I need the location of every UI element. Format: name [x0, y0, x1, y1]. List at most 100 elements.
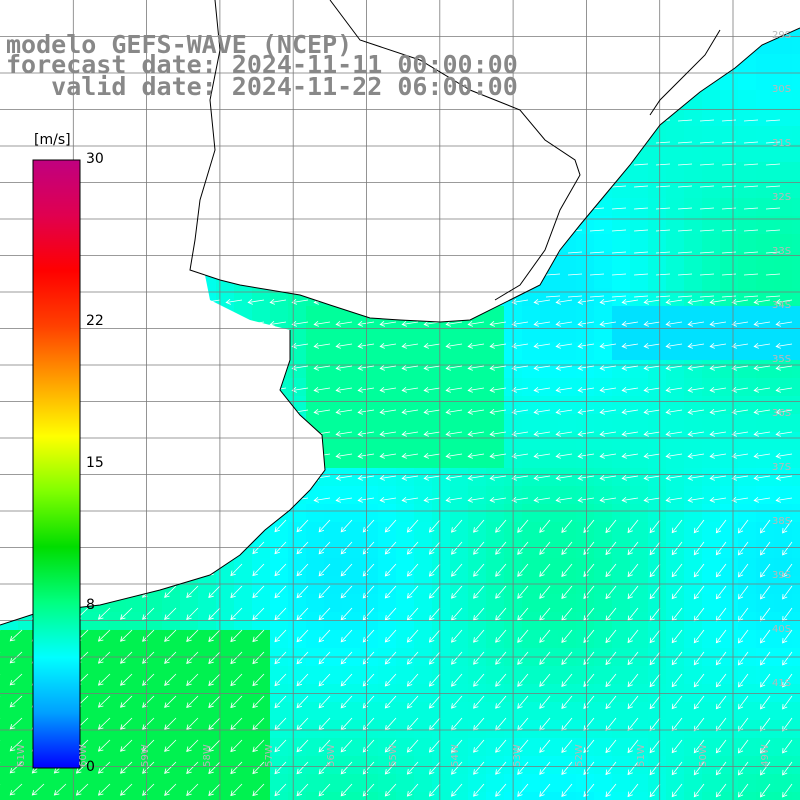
wind-arrow — [605, 673, 617, 688]
wind-cell — [684, 234, 703, 253]
wind-arrow — [203, 474, 221, 481]
wind-cell — [360, 522, 379, 541]
wind-arrow — [181, 452, 199, 459]
wind-cell — [774, 666, 793, 685]
wind-cell — [540, 648, 559, 667]
wind-arrow — [451, 651, 463, 665]
latitude-label: 36S — [772, 408, 792, 419]
wind-arrow — [605, 629, 617, 644]
wind-cell — [252, 306, 271, 325]
wind-cell — [684, 666, 703, 685]
wind-cell — [378, 504, 397, 523]
wind-arrow — [93, 298, 111, 305]
wind-arrow — [164, 563, 177, 576]
wind-arrow — [208, 651, 221, 665]
wind-arrow — [379, 430, 397, 437]
wind-cell — [360, 504, 379, 523]
wind-cell — [792, 252, 800, 271]
longitude-label: 60W — [77, 744, 89, 767]
wind-cell — [180, 720, 199, 739]
wind-cell — [378, 792, 397, 800]
wind-cell — [648, 198, 667, 217]
wind-arrow — [252, 519, 265, 533]
wind-arrow — [451, 519, 463, 533]
wind-cell — [468, 702, 487, 721]
wind-arrow — [599, 496, 617, 503]
wind-cell — [684, 558, 703, 577]
wind-arrow — [721, 295, 737, 298]
wind-arrow — [765, 273, 781, 276]
wind-cell — [360, 378, 379, 397]
wind-cell — [414, 342, 433, 361]
wind-arrow — [539, 519, 551, 533]
wind-cell — [522, 792, 541, 800]
wind-cell — [306, 360, 325, 379]
wind-cell — [18, 756, 37, 775]
wind-arrow — [340, 761, 353, 775]
wind-cell — [702, 162, 721, 181]
wind-cell — [414, 774, 433, 793]
wind-cell — [144, 702, 163, 721]
wind-cell — [468, 378, 487, 397]
wind-arrow — [318, 585, 331, 599]
wind-cell — [0, 630, 19, 649]
wind-arrow — [5, 386, 23, 393]
wind-cell — [342, 378, 361, 397]
wind-cell — [504, 774, 523, 793]
wind-arrow — [445, 386, 463, 393]
wind-arrow — [335, 474, 353, 481]
wind-cell — [702, 576, 721, 595]
wind-cell — [378, 702, 397, 721]
wind-cell — [270, 306, 289, 325]
wind-cell — [702, 504, 721, 523]
wind-cell — [378, 486, 397, 505]
wind-arrow — [677, 229, 693, 232]
wind-arrow — [340, 563, 353, 577]
wind-arrow — [142, 563, 155, 576]
wind-cell — [270, 558, 289, 577]
wind-arrow — [555, 408, 573, 415]
wind-arrow — [545, 207, 561, 210]
wind-cell — [522, 432, 541, 451]
wind-arrow — [406, 607, 419, 621]
wind-arrow — [120, 717, 133, 730]
wind-cell — [720, 576, 739, 595]
wind-arrow — [555, 430, 573, 437]
wind-cell — [360, 666, 379, 685]
wind-arrow — [693, 585, 705, 600]
wind-arrow — [782, 761, 793, 776]
wind-cell — [216, 594, 235, 613]
wind-cell — [738, 198, 757, 217]
wind-cell — [684, 162, 703, 181]
wind-arrow — [164, 651, 177, 664]
wind-cell — [666, 612, 685, 631]
wind-cell — [360, 540, 379, 559]
wind-cell — [486, 486, 505, 505]
wind-arrow — [677, 185, 693, 188]
wind-cell — [522, 702, 541, 721]
wind-cell — [396, 774, 415, 793]
wind-arrow — [627, 629, 639, 644]
wind-arrow — [511, 430, 529, 437]
wind-cell — [396, 486, 415, 505]
wind-cell — [612, 234, 631, 253]
wind-arrow — [699, 163, 715, 166]
wind-arrow — [627, 651, 639, 666]
wind-cell — [702, 396, 721, 415]
wind-cell — [612, 540, 631, 559]
wind-cell — [612, 432, 631, 451]
wind-cell — [792, 738, 800, 757]
wind-cell — [612, 666, 631, 685]
wind-arrow — [753, 364, 771, 371]
wind-arrow — [649, 717, 661, 732]
wind-arrow — [467, 386, 485, 393]
wind-cell — [684, 504, 703, 523]
wind-cell — [648, 414, 667, 433]
colorbar-unit: [m/s] — [34, 132, 71, 148]
wind-cell — [108, 774, 127, 793]
wind-cell — [288, 756, 307, 775]
wind-cell — [198, 738, 217, 757]
wind-cell — [180, 666, 199, 685]
wind-arrow — [137, 364, 155, 371]
wind-cell — [594, 666, 613, 685]
